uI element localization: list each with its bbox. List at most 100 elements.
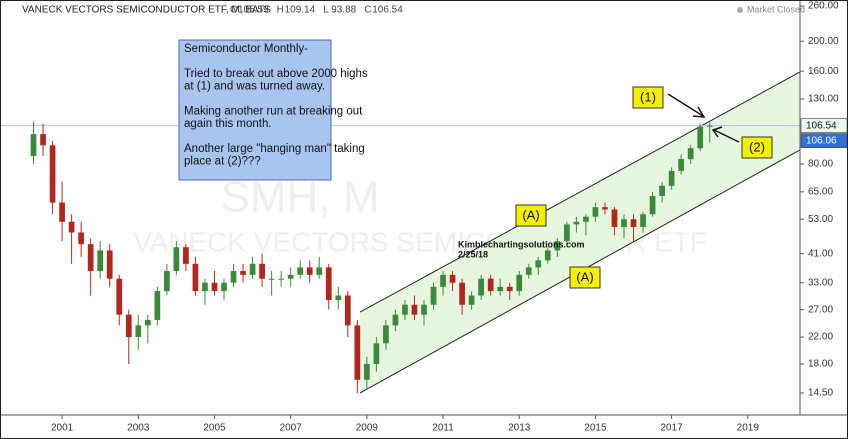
- y-tick-label: 200.00: [808, 36, 839, 47]
- ohlc-prefix: H: [277, 5, 284, 16]
- candle-body: [487, 278, 494, 292]
- candle-body: [440, 274, 446, 287]
- candle-body: [344, 295, 351, 326]
- candle-body: [211, 282, 218, 292]
- candle-body: [449, 274, 456, 283]
- ohlc-prefix: C: [364, 5, 371, 16]
- y-tick-label: 80.00: [808, 159, 833, 170]
- credit: 2/25/18: [458, 249, 488, 259]
- candle-body: [135, 325, 142, 338]
- x-tick-label: 2001: [51, 423, 74, 434]
- arrow-head: [711, 126, 723, 138]
- candle-body: [478, 278, 484, 296]
- candle-body: [49, 145, 56, 203]
- candle-body: [659, 185, 665, 197]
- candle-body: [59, 202, 65, 222]
- x-tick-label: 2019: [737, 423, 760, 434]
- price-tag-label: 106.54: [806, 120, 837, 131]
- label-box: [741, 136, 773, 159]
- candle-body: [430, 286, 437, 305]
- candle-body: [421, 304, 427, 315]
- candle-body: [268, 278, 275, 280]
- candle-body: [525, 267, 532, 275]
- candle-body: [554, 241, 561, 251]
- candle-body: [411, 304, 418, 315]
- arrow: [713, 129, 740, 143]
- x-tick-label: 2017: [660, 423, 683, 434]
- candle-body: [154, 291, 161, 320]
- candle-body: [97, 250, 104, 272]
- candle-body: [459, 282, 465, 305]
- ohlc-value: 106.54: [372, 5, 403, 16]
- watermark-symbol: SMH, M: [221, 173, 380, 222]
- candle-body: [544, 250, 551, 261]
- candle-body: [259, 263, 265, 279]
- channel-line: [359, 71, 801, 313]
- ohlc-prefix: L: [323, 5, 329, 16]
- candle-body: [516, 274, 523, 292]
- candle-body: [278, 278, 284, 280]
- note-line: Another large "hanging man" taking: [184, 143, 365, 155]
- candle-body: [583, 216, 589, 222]
- candle-body: [144, 319, 151, 326]
- x-tick-label: 2015: [584, 423, 607, 434]
- candle-body: [640, 214, 646, 228]
- y-tick-label: 260.00: [808, 1, 839, 12]
- candle-body: [630, 219, 637, 228]
- candle-body: [221, 282, 227, 292]
- candle-body: [164, 271, 170, 292]
- y-tick-label: 18.00: [808, 359, 833, 370]
- note-line: Semiconductor Monthly-: [184, 43, 308, 55]
- price-tag: [800, 118, 848, 133]
- label-box: [569, 266, 601, 289]
- candle-body: [573, 221, 580, 225]
- candle-body: [602, 207, 608, 210]
- candle-body: [183, 247, 189, 264]
- y-tick-label: 53.00: [808, 214, 833, 225]
- candle-body: [697, 126, 704, 149]
- x-tick-label: 2007: [280, 423, 303, 434]
- ohlc-value: 109.14: [285, 5, 316, 16]
- candle-body: [87, 244, 94, 272]
- candle-body: [383, 325, 389, 344]
- candle-body: [297, 267, 304, 275]
- candle-body: [402, 304, 408, 315]
- note-box: [178, 39, 332, 181]
- candle-body: [535, 260, 542, 268]
- note-line: Tried to break out above 2000 highs: [184, 68, 368, 80]
- candle-body: [335, 295, 342, 301]
- candle-body: [306, 267, 313, 275]
- candle-body: [325, 267, 332, 301]
- note-line: place at (2)???: [184, 156, 261, 168]
- y-tick-label: 41.00: [808, 248, 833, 259]
- y-tick-label: 14.50: [808, 388, 833, 399]
- candle-body: [173, 247, 180, 272]
- ohlc-value: 105.59: [238, 5, 269, 16]
- x-tick-label: 2005: [203, 423, 226, 434]
- candle-body: [354, 325, 361, 380]
- candle-body: [468, 295, 475, 305]
- candle-body: [249, 263, 256, 275]
- note-line: again this month.: [184, 118, 272, 130]
- candle-body: [202, 282, 208, 292]
- note-line: at (1) and was turned away.: [184, 81, 325, 93]
- note-line: Making another run at breaking out: [184, 106, 363, 118]
- label-text: (2): [749, 139, 765, 154]
- x-tick-label: 2003: [127, 423, 150, 434]
- candle-body: [287, 274, 294, 279]
- status-dot: [737, 7, 743, 13]
- y-tick-label: 65.00: [808, 187, 833, 198]
- x-tick-label: 2009: [356, 423, 379, 434]
- label-text: (A): [522, 207, 539, 222]
- candle-body: [316, 267, 323, 275]
- candle-body: [364, 363, 370, 380]
- candle-body: [668, 170, 675, 186]
- label-box: [632, 86, 664, 109]
- y-tick-label: 27.00: [808, 304, 833, 315]
- candle-body: [40, 134, 46, 146]
- candle-body: [30, 134, 37, 156]
- arrow-head: [692, 106, 706, 118]
- candle-body: [240, 271, 246, 275]
- ohlc-value: 93.88: [331, 5, 356, 16]
